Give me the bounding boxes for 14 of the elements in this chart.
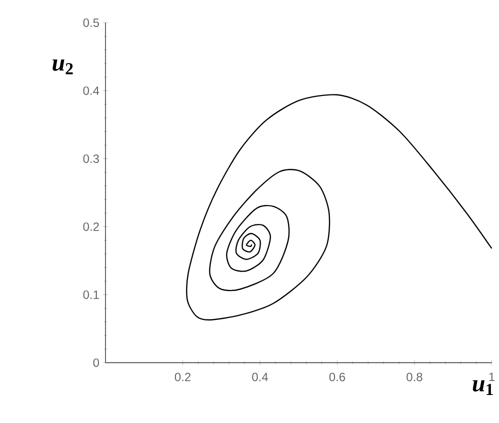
y-tick-label: 0.5 (83, 18, 99, 27)
x-tick-label: 0.8 (406, 372, 422, 382)
y-tick-label: 0.3 (83, 154, 99, 163)
y-tick-label: 0.2 (83, 222, 99, 231)
y-tick-label: 0 (93, 358, 100, 367)
line-series (186, 94, 492, 320)
x-axis-title: u$_{1}$ (472, 380, 493, 395)
x-tick-label: 0.4 (252, 372, 268, 382)
y-tick-label: 0.1 (83, 290, 99, 299)
x-tick-label: 0.2 (174, 372, 190, 382)
y-tick-label: 0.4 (83, 86, 100, 95)
x-tick-label: 0.6 (329, 372, 346, 382)
y-axis-title: u$_{2}$ (52, 60, 73, 74)
x-tick-label: 1 (489, 372, 494, 381)
